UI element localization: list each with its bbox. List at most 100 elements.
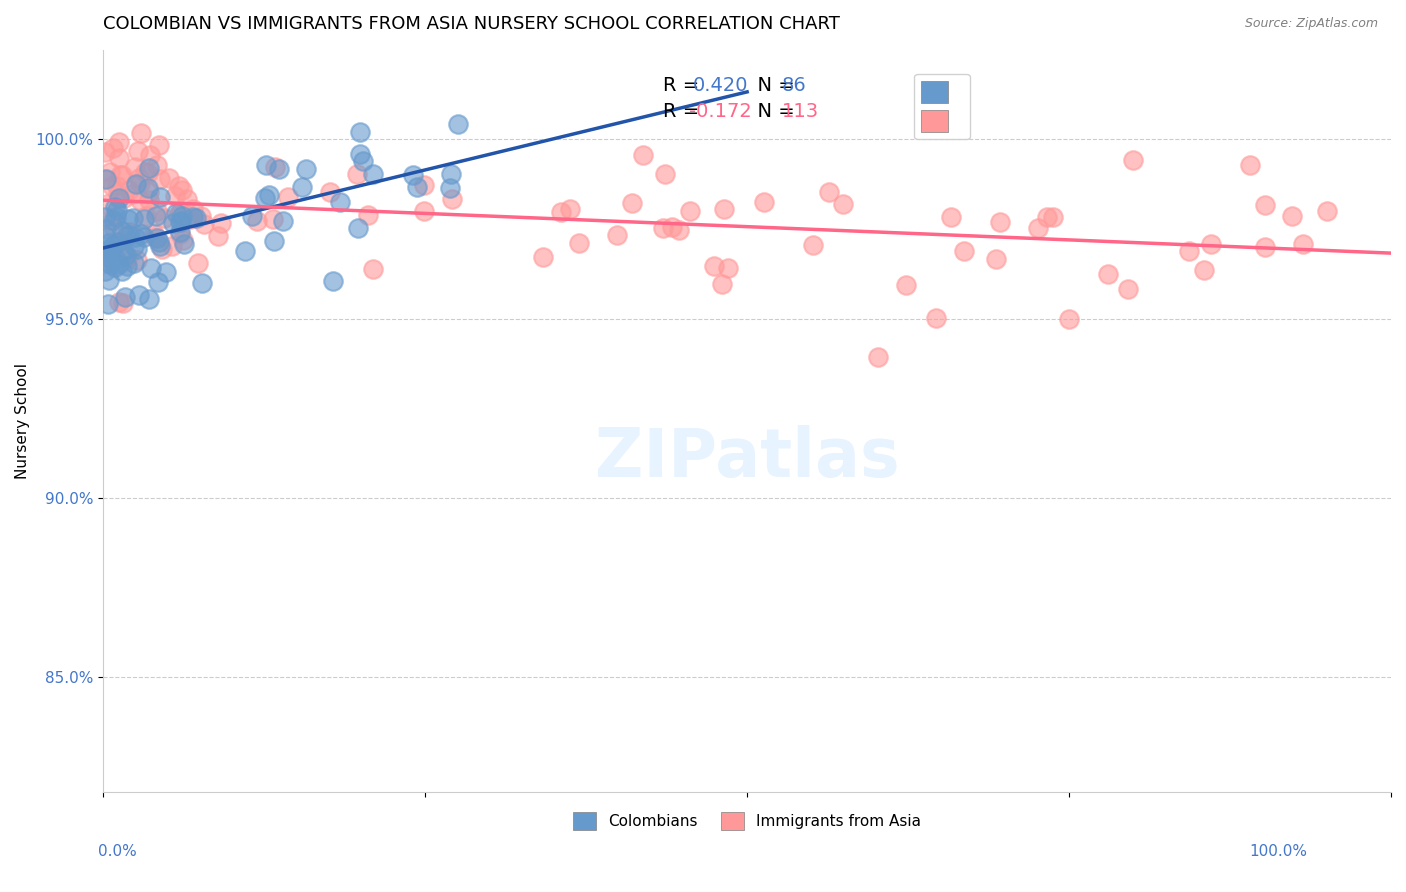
Point	[124, 161, 146, 175]
Point	[148, 235, 170, 250]
Point	[132, 230, 155, 244]
Point	[207, 228, 229, 243]
Point	[111, 264, 134, 278]
Point	[531, 251, 554, 265]
Point	[121, 211, 143, 225]
Point	[253, 191, 276, 205]
Point	[346, 221, 368, 235]
Point	[186, 256, 208, 270]
Point	[129, 177, 152, 191]
Point	[181, 210, 204, 224]
Point	[269, 162, 291, 177]
Point	[96, 222, 118, 236]
Point	[104, 260, 127, 275]
Point	[167, 206, 190, 220]
Point	[263, 234, 285, 248]
Point	[139, 260, 162, 275]
Point	[139, 148, 162, 162]
Point	[190, 209, 212, 223]
Point	[165, 206, 187, 220]
Point	[1292, 236, 1315, 251]
Point	[94, 145, 117, 160]
Point	[1116, 283, 1139, 297]
Text: 113: 113	[782, 102, 820, 120]
Point	[94, 172, 117, 186]
Text: N =: N =	[745, 102, 800, 120]
Point	[104, 210, 127, 224]
Point	[412, 178, 434, 192]
Y-axis label: Nursery School: Nursery School	[15, 363, 30, 479]
Point	[111, 168, 134, 182]
Point	[169, 179, 191, 194]
Point	[108, 168, 131, 182]
Text: COLOMBIAN VS IMMIGRANTS FROM ASIA NURSERY SCHOOL CORRELATION CHART: COLOMBIAN VS IMMIGRANTS FROM ASIA NURSER…	[103, 15, 841, 33]
Point	[894, 277, 917, 292]
Point	[103, 221, 125, 235]
Point	[101, 239, 124, 253]
Point	[356, 208, 378, 222]
Point	[1239, 158, 1261, 172]
Point	[651, 220, 673, 235]
Point	[170, 184, 193, 198]
Point	[710, 277, 733, 292]
Point	[1199, 237, 1222, 252]
Point	[620, 196, 643, 211]
Point	[1042, 211, 1064, 225]
Point	[93, 264, 115, 278]
Point	[117, 212, 139, 227]
Text: R =: R =	[664, 76, 706, 95]
Point	[146, 158, 169, 172]
Point	[952, 244, 974, 259]
Point	[145, 209, 167, 223]
Text: 100.0%: 100.0%	[1250, 845, 1308, 859]
Text: R =: R =	[664, 102, 706, 120]
Point	[149, 238, 172, 252]
Point	[107, 235, 129, 249]
Point	[103, 213, 125, 227]
Point	[1036, 210, 1059, 224]
Point	[257, 188, 280, 202]
Point	[318, 186, 340, 200]
Point	[193, 217, 215, 231]
Point	[108, 295, 131, 310]
Point	[115, 259, 138, 273]
Point	[1194, 263, 1216, 277]
Point	[163, 189, 186, 203]
Point	[127, 145, 149, 159]
Point	[440, 192, 463, 206]
Point	[440, 168, 463, 182]
Point	[170, 204, 193, 219]
Point	[179, 212, 201, 227]
Point	[148, 276, 170, 290]
Point	[110, 224, 132, 238]
Point	[413, 203, 436, 218]
Point	[96, 250, 118, 264]
Point	[988, 215, 1011, 229]
Point	[100, 257, 122, 271]
Point	[713, 202, 735, 217]
Point	[124, 230, 146, 244]
Point	[352, 154, 374, 169]
Point	[138, 161, 160, 175]
Point	[1122, 153, 1144, 167]
Point	[128, 288, 150, 302]
Point	[560, 202, 582, 216]
Point	[96, 230, 118, 244]
Point	[94, 254, 117, 268]
Point	[1177, 244, 1199, 258]
Point	[1316, 204, 1339, 219]
Point	[169, 214, 191, 228]
Point	[148, 137, 170, 152]
Point	[349, 125, 371, 139]
Point	[668, 222, 690, 236]
Point	[129, 227, 152, 241]
Point	[754, 195, 776, 210]
Point	[1059, 312, 1081, 326]
Point	[240, 209, 263, 223]
Text: 86: 86	[782, 76, 807, 95]
Point	[107, 187, 129, 202]
Point	[291, 179, 314, 194]
Point	[103, 200, 125, 214]
Point	[447, 117, 470, 131]
Point	[209, 216, 232, 230]
